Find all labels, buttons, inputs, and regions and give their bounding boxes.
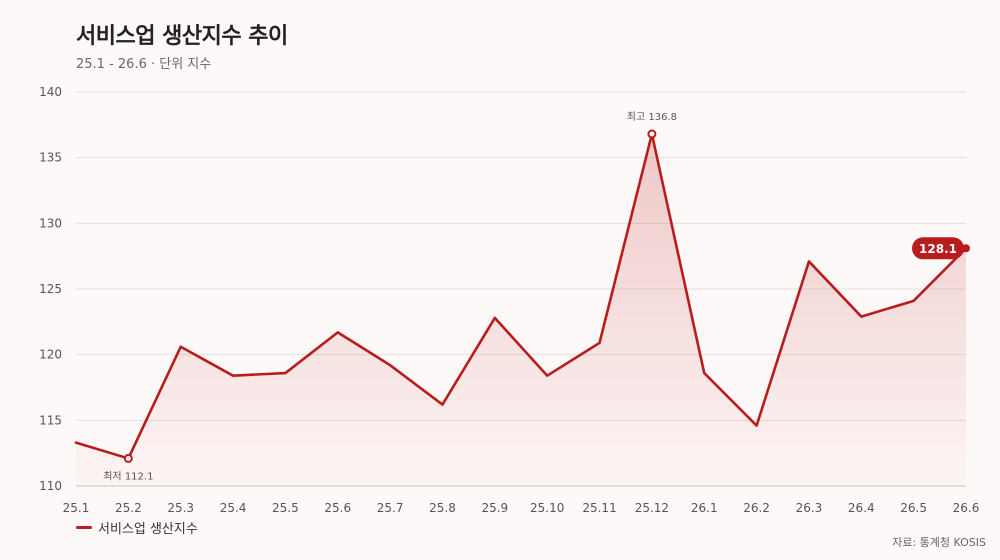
y-tick-label: 115 [39, 413, 62, 427]
source-note: 자료: 통계청 KOSIS [892, 536, 986, 549]
x-tick-label: 26.6 [953, 501, 980, 515]
x-tick-label: 26.3 [796, 501, 823, 515]
x-tick-label: 25.11 [582, 501, 616, 515]
y-tick-label: 120 [39, 348, 62, 362]
max-point-marker [647, 129, 657, 139]
x-tick-label: 26.1 [691, 501, 718, 515]
x-tick-label: 25.12 [635, 501, 669, 515]
legend-label: 서비스업 생산지수 [98, 522, 198, 537]
y-tick-label: 140 [39, 85, 62, 99]
last-value-badge [912, 237, 964, 260]
min-point-marker [123, 453, 133, 463]
legend-swatch [76, 526, 92, 529]
x-tick-label: 25.4 [220, 501, 247, 515]
legend: 서비스업 생산지수 [76, 518, 198, 537]
chart-subtitle: 25.1 - 26.6 · 단위 지수 [76, 57, 212, 72]
y-tick-label: 125 [39, 282, 62, 296]
max-annotation-label: 최고 136.8 [627, 111, 677, 123]
x-tick-label: 25.5 [272, 501, 299, 515]
x-tick-label: 26.5 [900, 501, 927, 515]
x-tick-label: 25.1 [63, 501, 90, 515]
x-tick-label: 25.7 [377, 501, 404, 515]
x-tick-label: 25.3 [167, 501, 194, 515]
min-annotation-label: 최저 112.1 [103, 470, 153, 482]
x-tick-label: 26.4 [848, 501, 875, 515]
chart-title: 서비스업 생산지수 추이 [76, 24, 288, 49]
last-point-marker [962, 244, 970, 253]
y-tick-label: 130 [39, 216, 62, 230]
x-tick-label: 25.6 [324, 501, 351, 515]
x-tick-label: 25.9 [481, 501, 508, 515]
x-tick-label: 26.2 [743, 501, 770, 515]
last-value-label: 128.1 [919, 242, 957, 256]
series-line [74, 132, 968, 460]
y-tick-label: 135 [39, 151, 62, 165]
x-tick-label: 25.2 [115, 501, 142, 515]
x-tick-label: 25.8 [429, 501, 456, 515]
x-tick-label: 25.10 [530, 501, 564, 515]
series-area [76, 134, 966, 486]
y-tick-label: 110 [39, 479, 62, 493]
